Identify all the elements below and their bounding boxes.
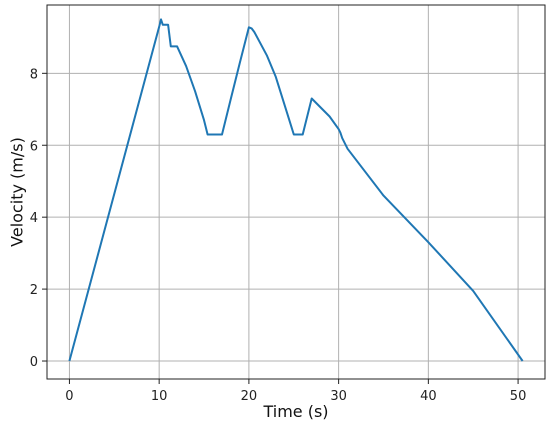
y-tick-label: 8	[30, 67, 38, 82]
plot-frame	[46, 4, 546, 380]
x-tick-label: 10	[151, 389, 168, 404]
x-axis-label: Time (s)	[262, 402, 328, 421]
y-tick-label: 4	[30, 211, 38, 226]
x-tick-label: 40	[420, 389, 437, 404]
y-tick-label: 2	[30, 283, 38, 298]
y-tick-label: 0	[30, 355, 38, 370]
x-tick-label: 0	[65, 389, 73, 404]
x-tick-label: 30	[330, 389, 347, 404]
y-axis-label: Velocity (m/s)	[8, 137, 27, 247]
y-tick-label: 6	[30, 139, 38, 154]
series-layer	[68, 18, 524, 362]
x-axis-ticks: 0 10 20 30 40 50	[65, 379, 526, 404]
grid	[47, 5, 545, 379]
x-tick-label: 20	[241, 389, 258, 404]
y-axis-ticks: 0 2 4 6 8	[30, 67, 47, 370]
x-tick-label: 50	[510, 389, 527, 404]
velocity-line	[68, 18, 524, 362]
